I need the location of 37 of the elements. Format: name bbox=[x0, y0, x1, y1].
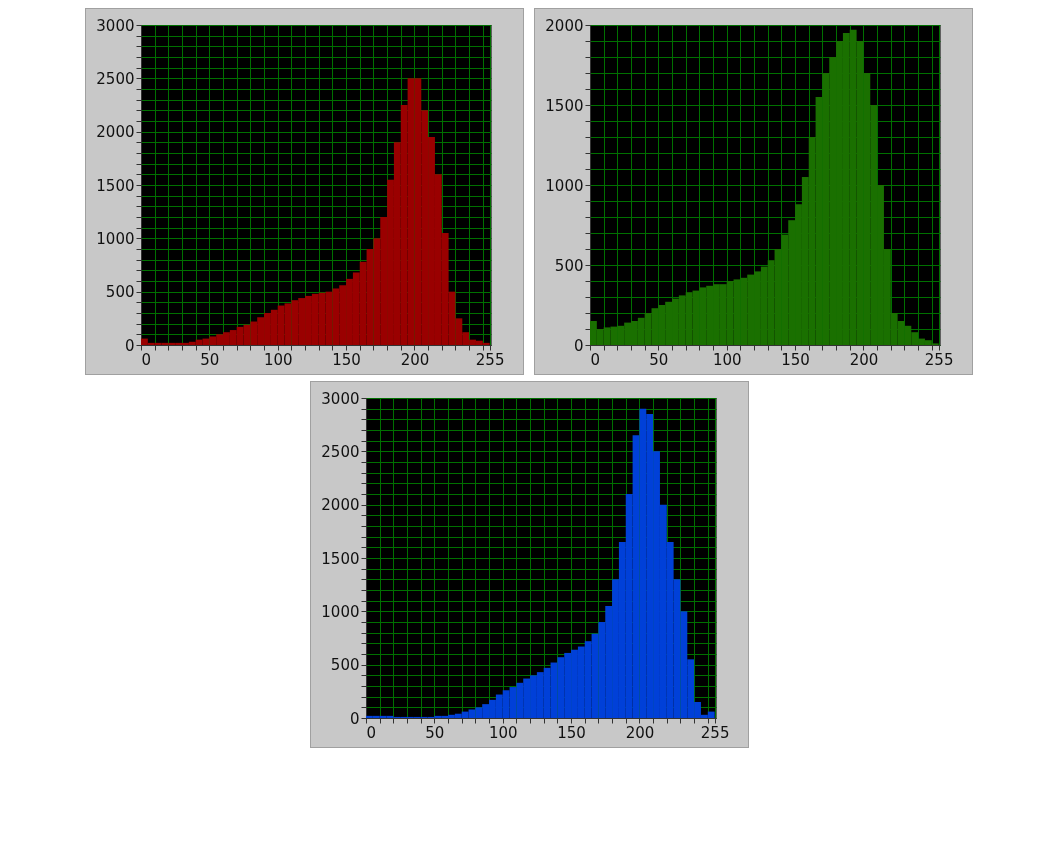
y-tick-label: 0 bbox=[124, 336, 135, 355]
y-tick-label: 0 bbox=[349, 709, 359, 728]
x-tick-label: 0 bbox=[141, 350, 152, 369]
y-tick-label: 2500 bbox=[320, 442, 359, 461]
y-tick-label: 3000 bbox=[320, 389, 359, 408]
x-tick-label: 255 bbox=[475, 350, 505, 369]
y-tick-label: 1000 bbox=[545, 176, 584, 195]
x-tick-label: 200 bbox=[625, 723, 654, 742]
x-tick-label: 150 bbox=[556, 723, 586, 742]
x-tick-label: 200 bbox=[849, 350, 879, 369]
y-tick-label: 1000 bbox=[96, 229, 135, 248]
x-tick-label: 0 bbox=[590, 350, 601, 369]
x-tick-label: 50 bbox=[200, 350, 220, 369]
y-tick-label: 500 bbox=[554, 256, 584, 275]
y-tick-label: 500 bbox=[105, 283, 135, 302]
x-tick-label: 255 bbox=[924, 350, 954, 369]
x-tick-label: 200 bbox=[400, 350, 430, 369]
y-tick-label: 3000 bbox=[96, 16, 135, 35]
y-tick-label: 0 bbox=[573, 336, 584, 355]
x-tick-label: 0 bbox=[366, 723, 376, 742]
x-tick-label: 100 bbox=[263, 350, 293, 369]
x-tick-label: 50 bbox=[424, 723, 444, 742]
y-tick-label: 1000 bbox=[320, 602, 359, 621]
x-tick-label: 255 bbox=[700, 723, 729, 742]
x-tick-label: 150 bbox=[781, 350, 810, 369]
x-tick-label: 150 bbox=[332, 350, 361, 369]
y-tick-label: 2000 bbox=[320, 496, 359, 515]
x-tick-label: 100 bbox=[712, 350, 742, 369]
x-tick-label: 100 bbox=[488, 723, 518, 742]
y-tick-label: 2000 bbox=[96, 123, 135, 142]
x-tick-label: 50 bbox=[649, 350, 669, 369]
y-tick-label: 1500 bbox=[96, 176, 135, 195]
y-tick-label: 500 bbox=[330, 656, 359, 675]
y-tick-label: 2000 bbox=[545, 16, 584, 35]
y-tick-label: 1500 bbox=[320, 549, 359, 568]
y-tick-label: 2500 bbox=[96, 69, 135, 88]
y-tick-label: 1500 bbox=[545, 96, 584, 115]
